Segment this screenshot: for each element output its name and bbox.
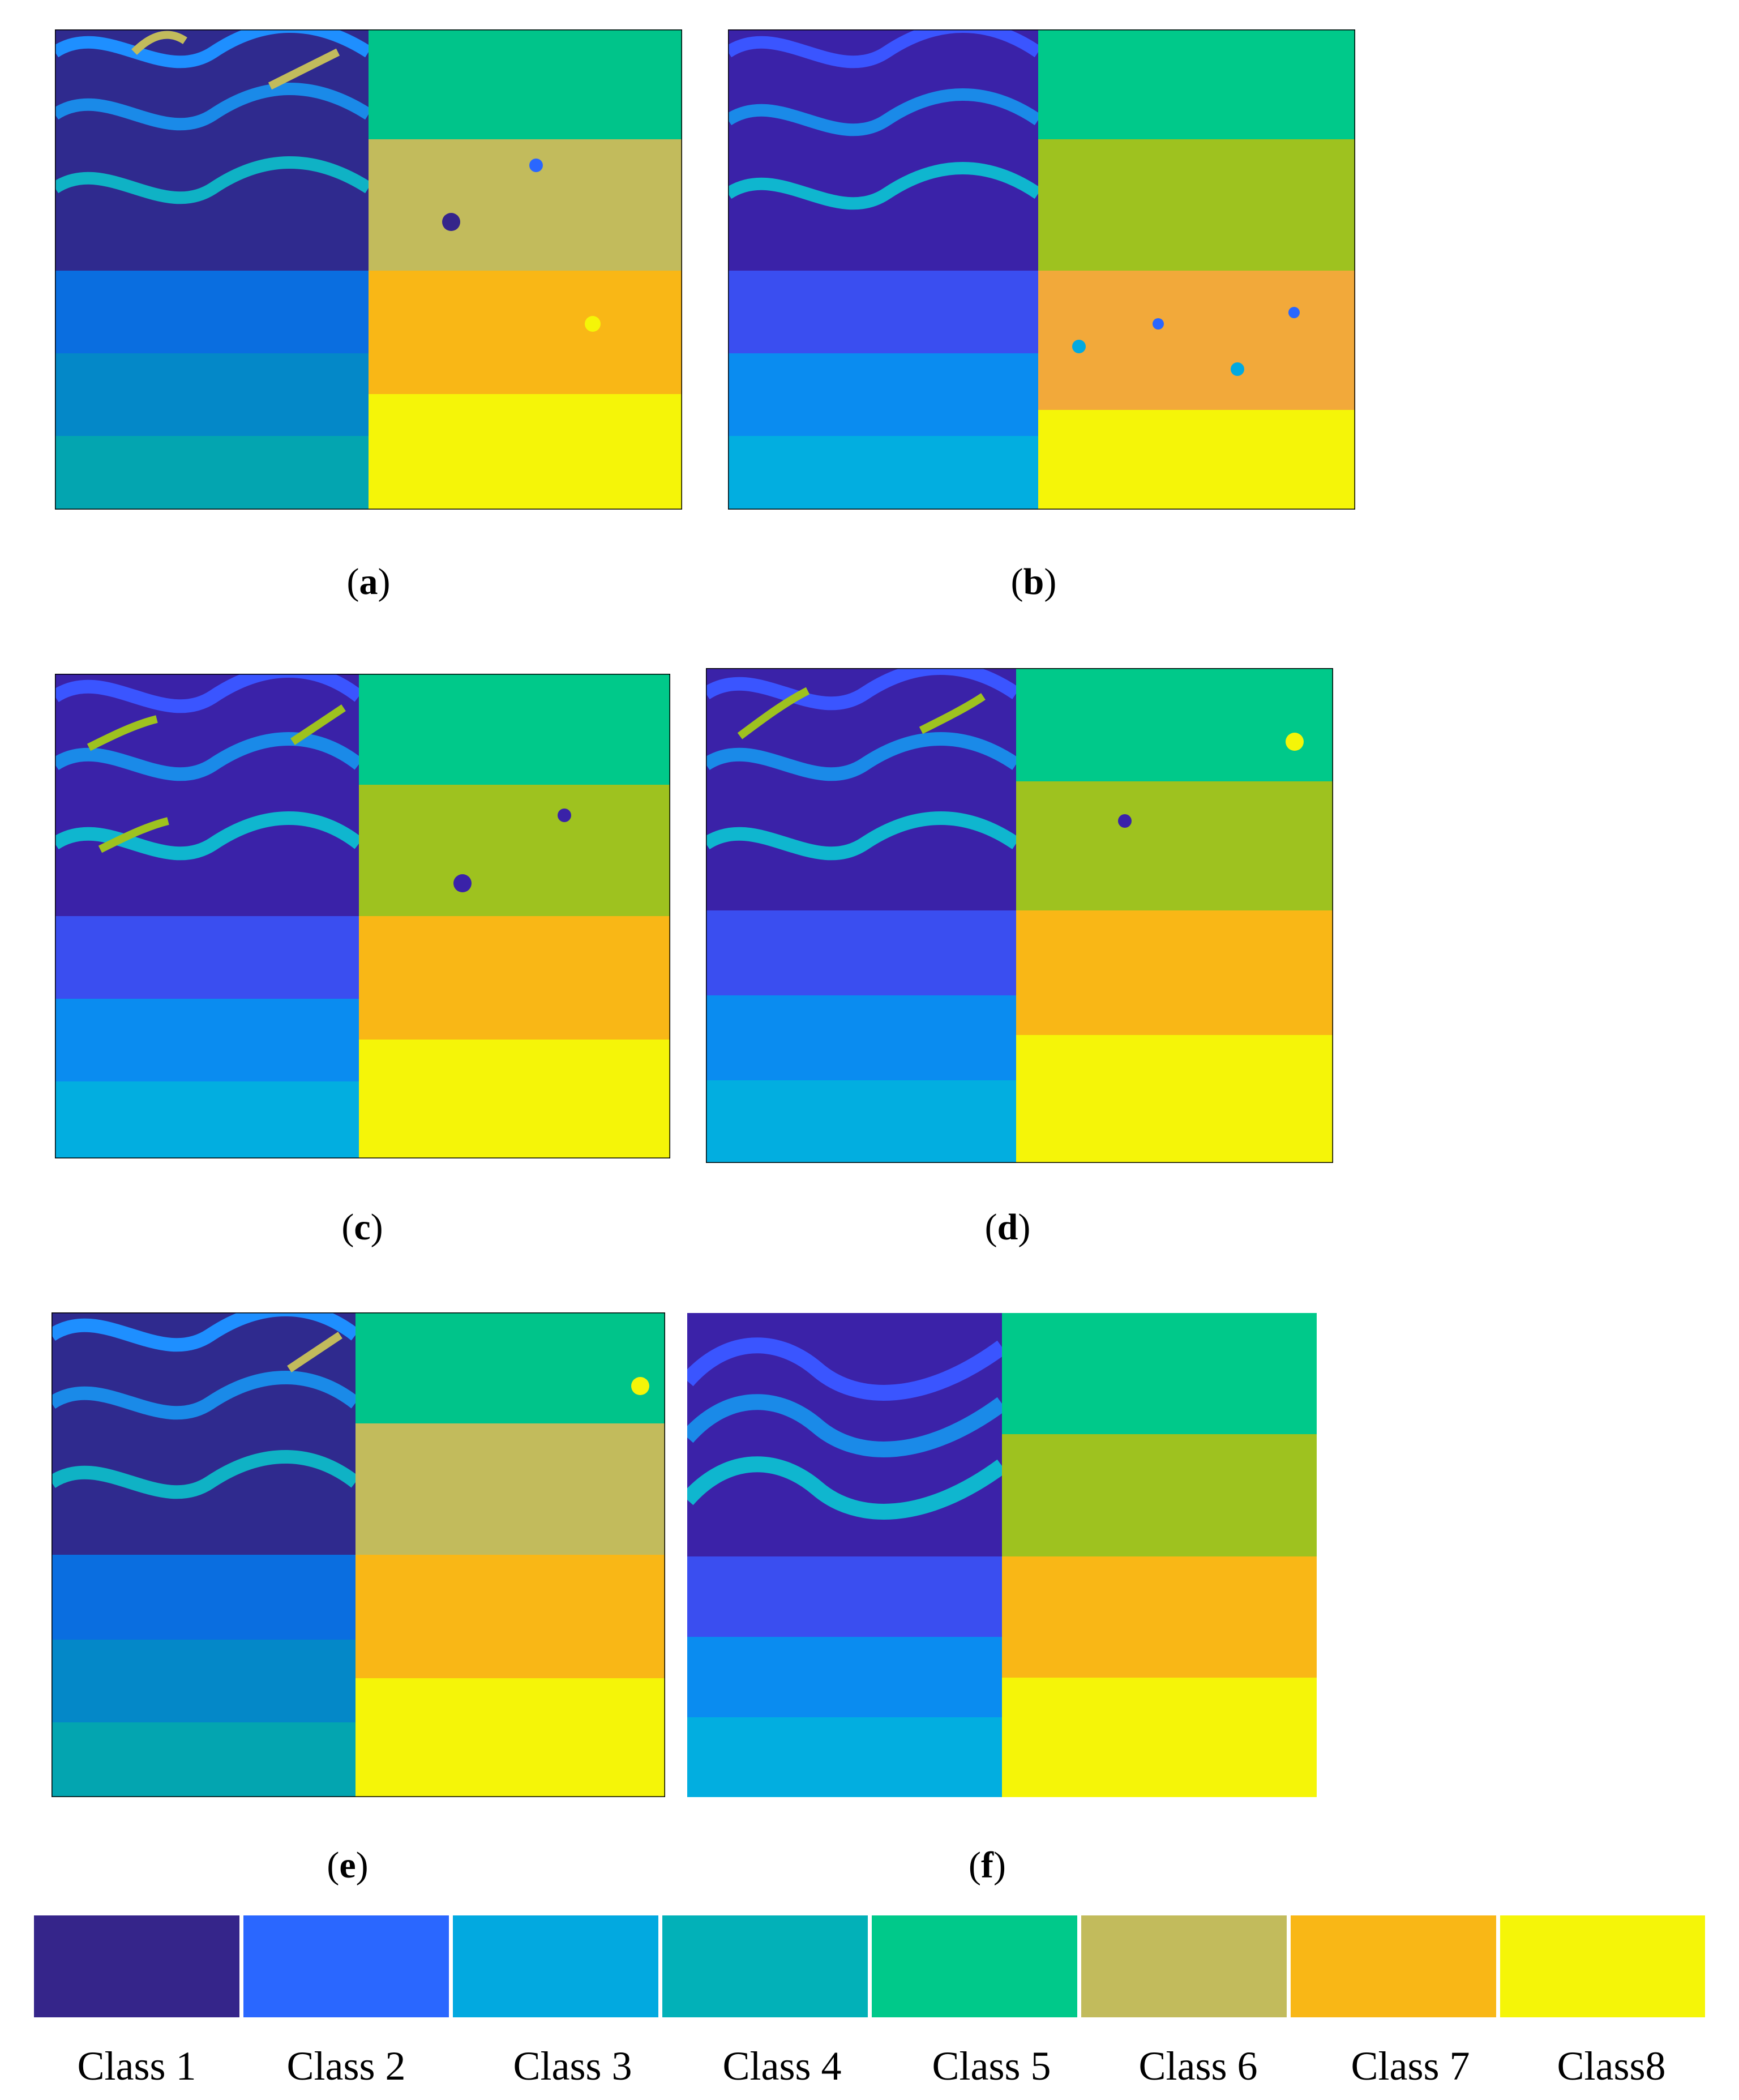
segmentation-map-c — [55, 674, 670, 1158]
legend-swatch-class-6 — [1081, 1915, 1287, 2017]
segmentation-map-f — [687, 1313, 1317, 1797]
legend-label-class-2: Class 2 — [286, 2043, 406, 2089]
legend-swatch-class-5 — [872, 1915, 1077, 2017]
legend-swatch-class-8 — [1500, 1915, 1705, 2017]
segmentation-map-b — [728, 29, 1355, 510]
legend-label-class-8: Class8 — [1557, 2043, 1666, 2089]
legend-label-class-3: Class 3 — [513, 2043, 632, 2089]
legend-label-class-1: Class 1 — [77, 2043, 196, 2089]
caption-f: (f) — [969, 1845, 1006, 1886]
segmentation-map-a — [55, 29, 682, 510]
legend-label-class-7: Class 7 — [1351, 2043, 1470, 2089]
legend-swatch-class-4 — [662, 1915, 868, 2017]
caption-b: (b) — [1010, 561, 1057, 602]
segmentation-map-e — [52, 1312, 665, 1797]
legend-swatch-class-2 — [243, 1915, 449, 2017]
legend-swatch-class-1 — [34, 1915, 239, 2017]
legend-swatch-class-7 — [1291, 1915, 1496, 2017]
segmentation-map-d — [706, 668, 1333, 1163]
caption-c: (c) — [341, 1207, 383, 1248]
caption-e: (e) — [327, 1845, 369, 1886]
legend-label-class-6: Class 6 — [1138, 2043, 1258, 2089]
legend-label-class-5: Class 5 — [932, 2043, 1051, 2089]
legend-swatch-class-3 — [453, 1915, 658, 2017]
caption-d: (d) — [984, 1207, 1031, 1248]
caption-a: (a) — [346, 561, 391, 602]
legend-label-class-4: Class 4 — [722, 2043, 842, 2089]
